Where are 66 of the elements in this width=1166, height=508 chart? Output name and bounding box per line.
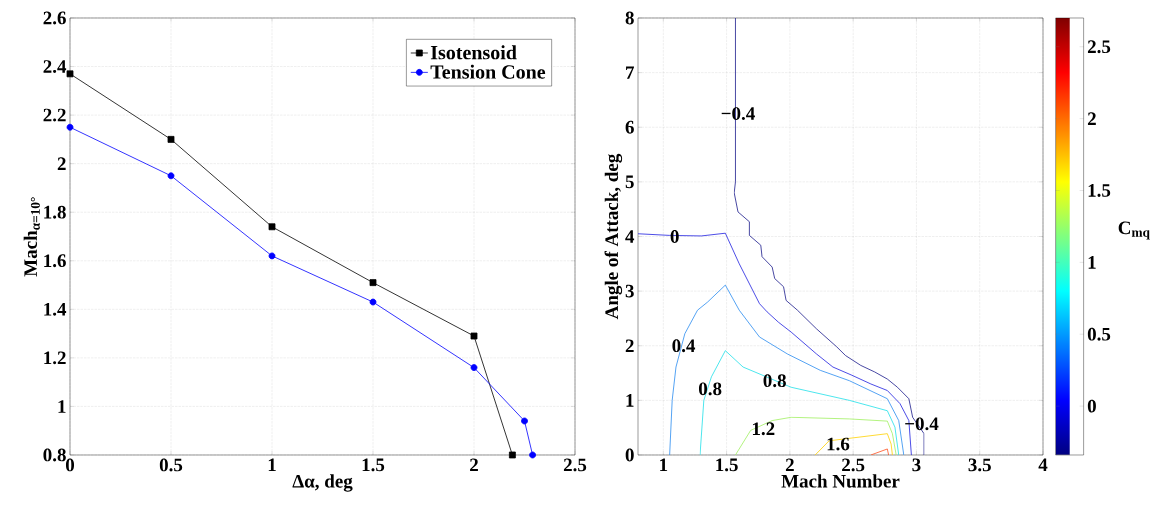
y-tick-label: 1.8 [44, 205, 66, 219]
color-bar-label: 2 [1087, 112, 1096, 125]
point [521, 417, 528, 425]
point [369, 279, 377, 287]
color-bar-label: 2.5 [1087, 40, 1111, 54]
annotation: 1.2 [752, 422, 775, 436]
x-tick-label: 1 [660, 458, 668, 472]
color-bar-label: 1.5 [1088, 184, 1111, 197]
y-axis-title: Mach$_{α=10°}$ [23, 197, 40, 277]
x-axis-title: Δα, deg [292, 474, 353, 492]
point [167, 135, 175, 143]
x-tick-label: 3.5 [968, 458, 991, 472]
point [167, 172, 175, 180]
annotation: 0.8 [698, 382, 722, 396]
y-tick-label: 1.4 [44, 302, 67, 316]
y-tick-label: 1.6 [44, 254, 66, 268]
y-tick-label: 8 [625, 11, 634, 25]
y-tick-label: 1.2 [44, 351, 66, 365]
point [470, 332, 478, 340]
y-tick-label: 2.2 [43, 108, 66, 122]
color-bar-label: 0 [1087, 399, 1096, 413]
x-tick-label: 4 [1038, 458, 1048, 472]
point [369, 298, 377, 306]
y-tick-label: 7 [626, 66, 635, 79]
point [268, 223, 276, 231]
y-axis-title: Angle of Attack, deg [604, 153, 623, 320]
line-series [735, 416, 897, 455]
y-tick-label: 4 [625, 230, 635, 243]
x-tick-label: 2.5 [842, 458, 865, 472]
point [529, 451, 536, 459]
x-tick-label: 2 [785, 458, 794, 472]
y-tick-label: 1 [626, 394, 634, 407]
x-tick-label: 2.5 [563, 458, 587, 472]
y-tick-label: 5 [625, 175, 634, 189]
x-tick-label: 1.5 [716, 458, 738, 472]
y-tick-label: 2.6 [43, 11, 66, 25]
x-tick-label: 1.5 [362, 458, 385, 472]
annotation: 1.6 [827, 437, 850, 451]
color-bar-label: 1 [1088, 256, 1096, 269]
y-tick-label: 0 [625, 448, 634, 462]
y-tick-label: 3 [625, 284, 634, 298]
x-tick-label: 1 [268, 458, 276, 472]
point [268, 252, 276, 260]
point [66, 123, 74, 131]
x-tick-label: 3 [912, 458, 921, 472]
point [66, 70, 74, 78]
line-series [814, 433, 893, 455]
y-tick-label: 2.4 [43, 60, 67, 73]
y-tick-label: 1 [58, 400, 66, 413]
line-series [669, 284, 905, 455]
y-tick-label: 2 [57, 157, 66, 170]
x-tick-label: 0.5 [159, 458, 183, 472]
annotation: 0.4 [672, 339, 696, 353]
line-series [699, 350, 900, 455]
y-tick-label: 0.8 [43, 448, 66, 462]
point [508, 451, 516, 459]
legend-label: Tension Cone [430, 64, 546, 79]
legend-label: Isotensoid [430, 45, 517, 60]
color-bar-label: 0.5 [1087, 327, 1111, 341]
annotation: −0.4 [905, 417, 939, 431]
x-axis-title: Mach Number [781, 474, 900, 488]
y-tick-label: 6 [625, 120, 634, 134]
x-tick-label: 2 [470, 458, 478, 472]
point [470, 364, 478, 371]
color-bar-title: C$_{mq}$ [1118, 221, 1150, 240]
y-tick-label: 2 [625, 339, 634, 353]
